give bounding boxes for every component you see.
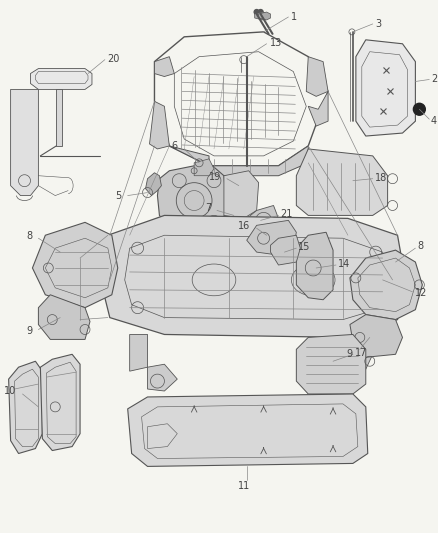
Polygon shape: [100, 215, 406, 337]
Text: 9: 9: [26, 327, 32, 336]
Text: 1: 1: [291, 12, 297, 22]
Polygon shape: [297, 335, 366, 394]
Text: 15: 15: [298, 242, 311, 252]
Polygon shape: [40, 354, 80, 450]
Polygon shape: [247, 206, 279, 235]
Polygon shape: [224, 171, 258, 219]
Text: 21: 21: [280, 209, 293, 220]
Polygon shape: [271, 235, 300, 265]
Polygon shape: [194, 159, 214, 176]
Text: 20: 20: [107, 54, 119, 63]
Text: 18: 18: [375, 173, 387, 183]
Polygon shape: [254, 12, 268, 20]
Polygon shape: [258, 12, 271, 20]
Polygon shape: [350, 250, 422, 320]
Polygon shape: [170, 146, 308, 176]
Polygon shape: [56, 90, 62, 146]
Text: 16: 16: [238, 221, 251, 231]
Polygon shape: [145, 173, 162, 196]
Polygon shape: [130, 335, 148, 371]
Polygon shape: [148, 364, 177, 391]
Polygon shape: [32, 222, 118, 308]
Circle shape: [413, 103, 425, 115]
Text: 12: 12: [415, 288, 428, 298]
Polygon shape: [306, 56, 328, 96]
Text: 8: 8: [26, 231, 32, 241]
Text: 17: 17: [355, 348, 367, 358]
Polygon shape: [31, 69, 92, 90]
Text: 11: 11: [238, 481, 250, 491]
Polygon shape: [9, 361, 42, 454]
Text: 7: 7: [205, 204, 211, 213]
Polygon shape: [350, 314, 403, 357]
Text: 9: 9: [347, 349, 353, 359]
Polygon shape: [39, 295, 90, 340]
Text: 8: 8: [417, 241, 424, 251]
Text: 10: 10: [4, 386, 17, 396]
Polygon shape: [128, 394, 368, 466]
Text: 3: 3: [376, 19, 382, 29]
Polygon shape: [149, 101, 170, 149]
Polygon shape: [157, 163, 227, 235]
Polygon shape: [247, 220, 297, 255]
Polygon shape: [297, 149, 388, 215]
Text: 5: 5: [116, 191, 122, 200]
Text: 6: 6: [171, 141, 177, 151]
Polygon shape: [297, 232, 333, 300]
Text: 14: 14: [338, 259, 350, 269]
Text: 19: 19: [208, 172, 221, 182]
Polygon shape: [11, 90, 39, 196]
Polygon shape: [308, 91, 328, 126]
Polygon shape: [356, 40, 415, 136]
Polygon shape: [348, 335, 373, 371]
Polygon shape: [223, 206, 243, 228]
Text: 13: 13: [269, 38, 282, 48]
Text: 2: 2: [431, 75, 438, 85]
Circle shape: [258, 10, 263, 14]
Circle shape: [254, 10, 259, 14]
Polygon shape: [155, 56, 174, 77]
Text: 4: 4: [430, 116, 436, 126]
